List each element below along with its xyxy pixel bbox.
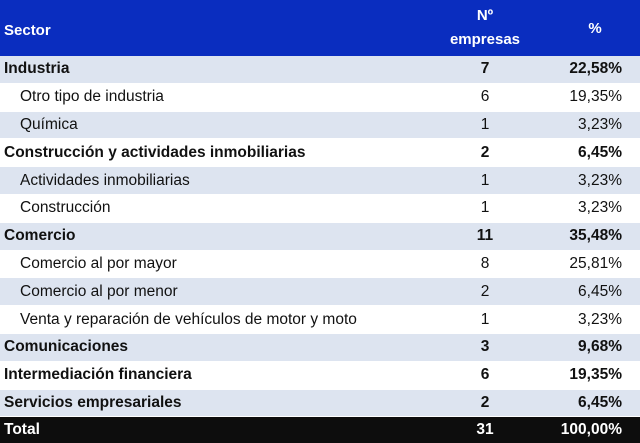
row-count: 11 xyxy=(440,222,530,251)
row-label: Servicios empresariales xyxy=(0,389,440,418)
row-count: 2 xyxy=(440,138,530,168)
table-row: Construcción 1 3,23% xyxy=(0,194,640,223)
row-count: 3 xyxy=(440,333,530,362)
table-row: Comercio al por menor 2 6,45% xyxy=(0,277,640,307)
row-label: Industria xyxy=(0,56,440,84)
table-row: Servicios empresariales 2 6,45% xyxy=(0,389,640,418)
row-label: Comercio xyxy=(0,222,440,251)
header-num-empresas: Nº empresas xyxy=(440,0,530,56)
row-label: Comunicaciones xyxy=(0,333,440,362)
row-label: Intermediación financiera xyxy=(0,361,440,390)
row-label: Química xyxy=(0,111,440,140)
header-sector: Sector xyxy=(0,0,440,56)
row-percent: 19,35% xyxy=(530,83,640,112)
table-row: Química 1 3,23% xyxy=(0,111,640,140)
row-percent: 3,23% xyxy=(530,305,640,334)
row-percent: 6,45% xyxy=(530,389,640,418)
row-count: 7 xyxy=(440,56,530,84)
table-row: Comunicaciones 3 9,68% xyxy=(0,333,640,362)
row-label: Venta y reparación de vehículos de motor… xyxy=(0,305,440,334)
row-percent: 6,45% xyxy=(530,277,640,307)
row-count: 1 xyxy=(440,166,530,195)
header-row: Sector Nº empresas % xyxy=(0,0,640,56)
row-percent: 6,45% xyxy=(530,138,640,168)
table-row: Actividades inmobiliarias 1 3,23% xyxy=(0,166,640,195)
row-percent: 3,23% xyxy=(530,111,640,140)
row-label: Comercio al por menor xyxy=(0,277,440,307)
header-num-line1: Nº xyxy=(476,7,494,24)
table-row: Comercio 11 35,48% xyxy=(0,222,640,251)
row-count: 8 xyxy=(440,250,530,279)
table-row: Intermediación financiera 6 19,35% xyxy=(0,361,640,390)
row-count: 2 xyxy=(440,389,530,418)
row-label: Construcción xyxy=(0,194,440,223)
table-row: Venta y reparación de vehículos de motor… xyxy=(0,305,640,334)
row-count: 6 xyxy=(440,83,530,112)
row-label: Otro tipo de industria xyxy=(0,83,440,112)
row-label: Actividades inmobiliarias xyxy=(0,166,440,195)
table-row: Comercio al por mayor 8 25,81% xyxy=(0,250,640,279)
table-row: Industria 7 22,58% xyxy=(0,56,640,84)
row-percent: 35,48% xyxy=(530,222,640,251)
row-count: 1 xyxy=(440,194,530,223)
table-row: Otro tipo de industria 6 19,35% xyxy=(0,83,640,112)
row-count: 2 xyxy=(440,277,530,307)
row-percent: 3,23% xyxy=(530,166,640,195)
row-count: 1 xyxy=(440,111,530,140)
row-label: Comercio al por mayor xyxy=(0,250,440,279)
row-count: 1 xyxy=(440,305,530,334)
row-percent: 19,35% xyxy=(530,361,640,390)
table-row: Construcción y actividades inmobiliarias… xyxy=(0,138,640,168)
row-percent: 3,23% xyxy=(530,194,640,223)
row-count: 6 xyxy=(440,361,530,390)
row-label: Construcción y actividades inmobiliarias xyxy=(0,138,440,168)
row-percent: 25,81% xyxy=(530,250,640,279)
row-percent: 9,68% xyxy=(530,333,640,362)
row-percent: 22,58% xyxy=(530,56,640,84)
header-num-line2: empresas xyxy=(449,31,521,48)
header-percent: % xyxy=(530,0,640,56)
